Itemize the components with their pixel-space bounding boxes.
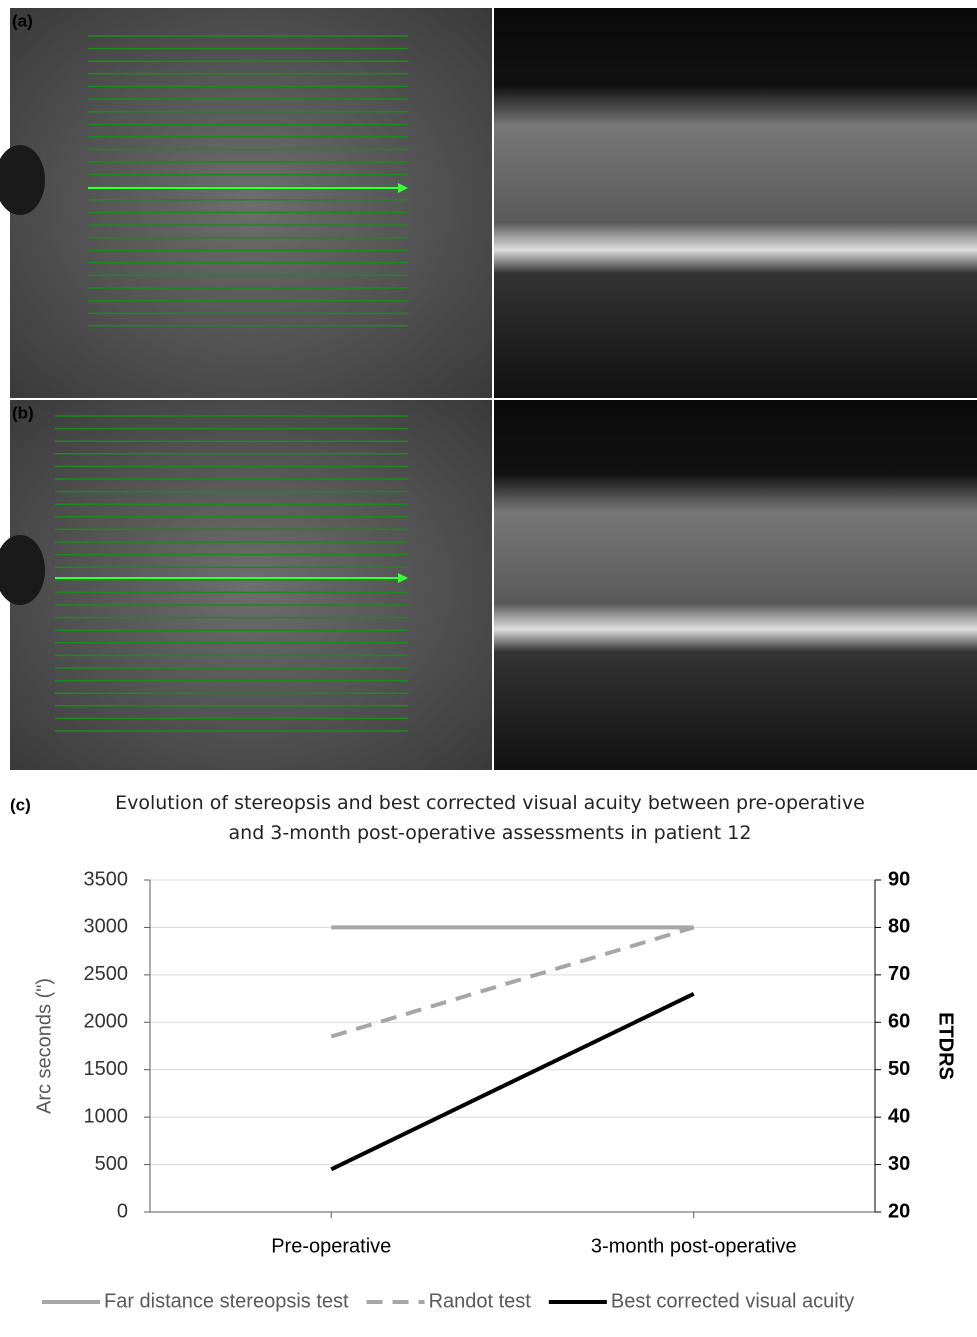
- y-tick-label: 500: [95, 1153, 128, 1175]
- y2-tick-label: 60: [888, 1011, 910, 1033]
- oct-image: [494, 8, 977, 398]
- chart-title: Evolution of stereopsis and best correct…: [110, 788, 870, 848]
- panel-label: (b): [12, 403, 34, 422]
- y-tick-label: 2000: [84, 1011, 129, 1033]
- y2-tick-label: 80: [888, 916, 910, 938]
- y2-tick-label: 20: [888, 1200, 910, 1222]
- x-tick-label: Pre-operative: [271, 1235, 391, 1257]
- fundus-image: [10, 400, 492, 770]
- panel-label: (a): [12, 11, 33, 30]
- y-tick-label: 0: [117, 1200, 128, 1222]
- y2-tick-label: 30: [888, 1153, 910, 1175]
- title-box: Evolution of stereopsis and best correct…: [110, 788, 870, 854]
- y-tick-label: 1000: [84, 1105, 129, 1127]
- fundus-image: [10, 8, 492, 398]
- legend-label: Best corrected visual acuity: [611, 1290, 854, 1312]
- oct-image: [494, 400, 977, 770]
- y-tick-label: 3000: [84, 916, 129, 938]
- y-tick-label: 1500: [84, 1058, 129, 1080]
- y-tick-label: 2500: [84, 963, 129, 985]
- y2-axis-label: ETDRS: [935, 1012, 957, 1080]
- y2-tick-label: 70: [888, 963, 910, 985]
- x-tick-label: 3-month post-operative: [591, 1235, 797, 1257]
- panel-label: (c): [10, 795, 31, 814]
- y2-tick-label: 90: [888, 868, 910, 890]
- figure: (a) (b) (c) Evolution of stereopsis and …: [0, 0, 977, 1332]
- legend-label: Far distance stereopsis test: [104, 1290, 349, 1312]
- y-tick-label: 3500: [84, 868, 129, 890]
- y2-tick-label: 50: [888, 1058, 910, 1080]
- legend-label: Randot test: [429, 1290, 532, 1312]
- y-axis-label: Arc seconds ("): [33, 978, 55, 1114]
- y2-tick-label: 40: [888, 1105, 910, 1127]
